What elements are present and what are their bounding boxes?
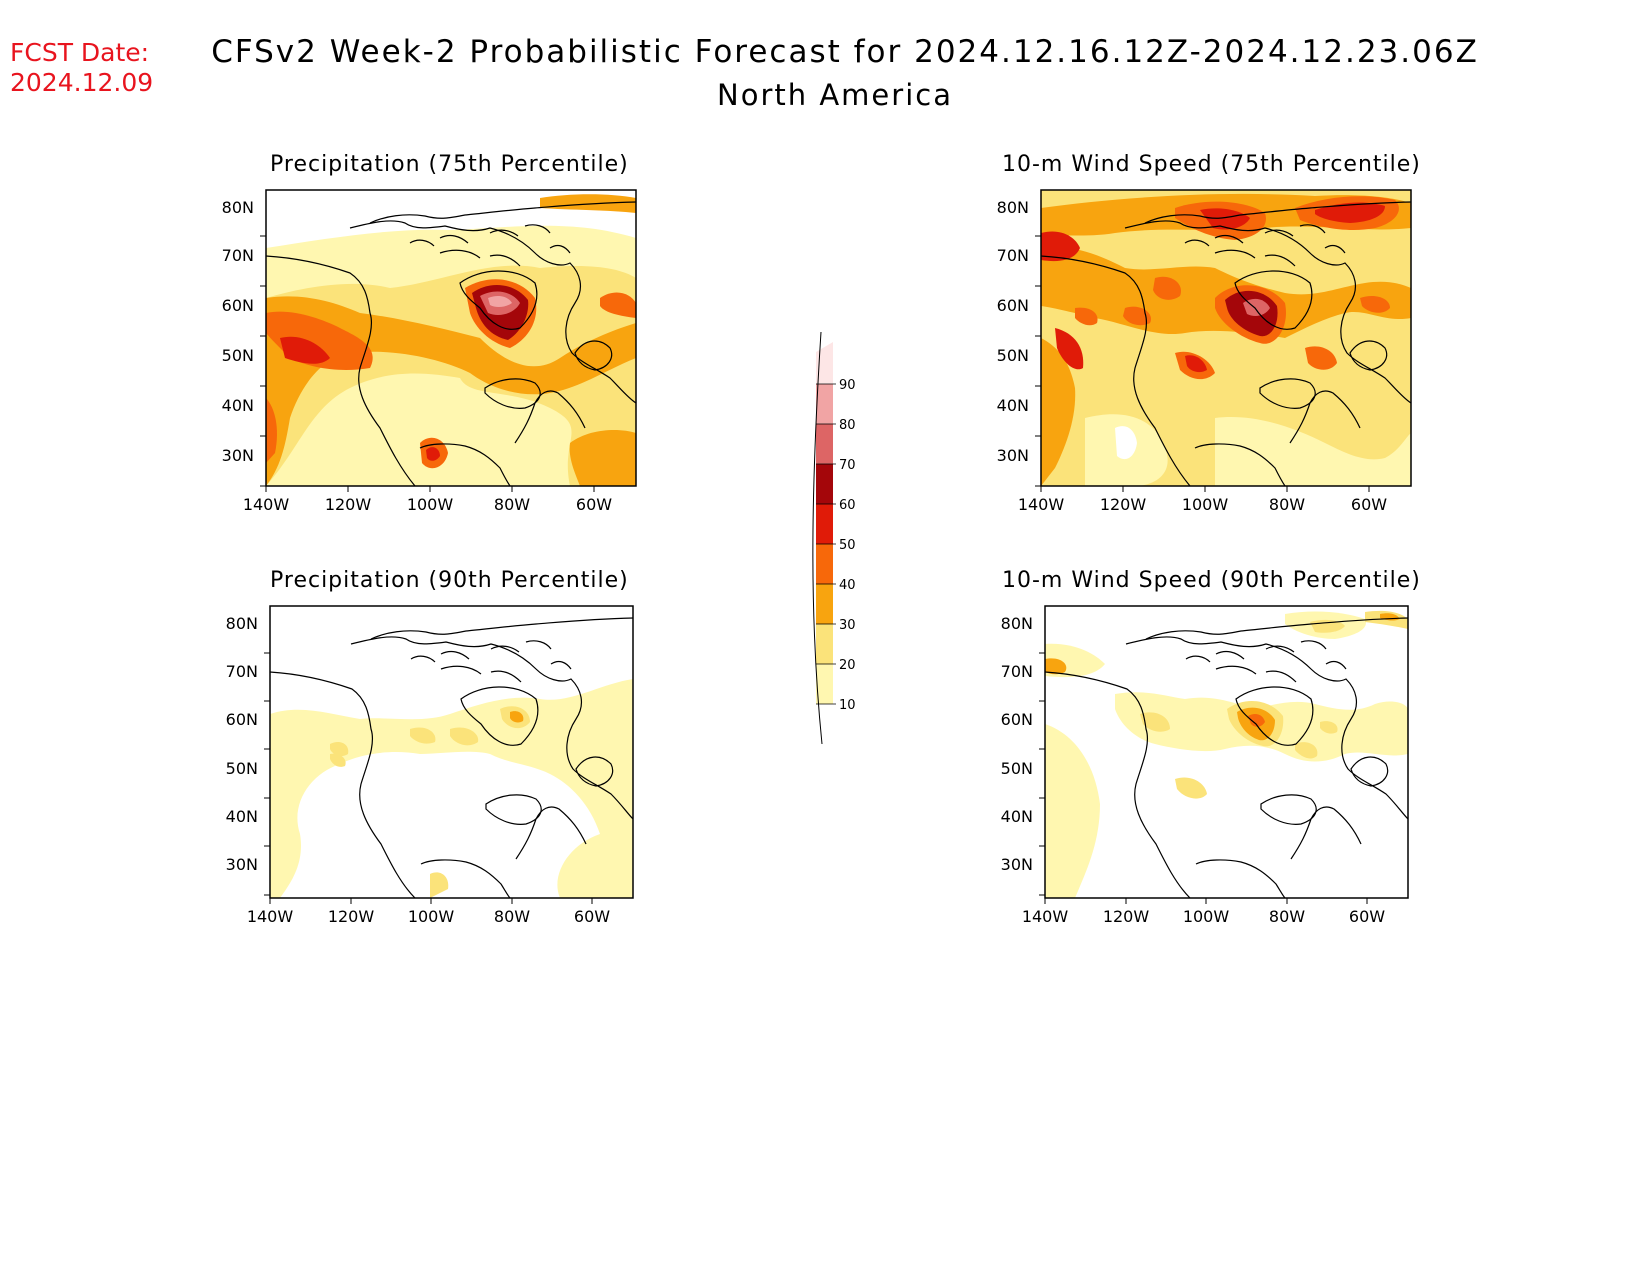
svg-text:80N: 80N — [997, 198, 1029, 217]
colorbar-label: 90 — [839, 378, 856, 393]
forecast-date-label: FCST Date: — [10, 38, 150, 67]
colorbar-box — [816, 504, 833, 544]
lon-labels-precip75: 140W 120W 100W 80W 60W — [243, 495, 612, 514]
svg-text:40N: 40N — [226, 807, 258, 826]
svg-text:140W: 140W — [243, 495, 290, 514]
colorbar-label: 80 — [839, 418, 856, 433]
map-panel-wind75: 30N 40N 50N 60N 70N 80N 140W 120W 100W 8… — [997, 189, 1412, 514]
ticks-precip75 — [260, 235, 595, 492]
colorbar-label: 70 — [839, 458, 856, 473]
colorbar-box — [816, 584, 833, 624]
ticks-wind75 — [1035, 235, 1370, 492]
svg-text:30N: 30N — [1001, 855, 1033, 874]
svg-text:120W: 120W — [1103, 907, 1150, 926]
colorbar-labels: 10 20 30 40 50 60 70 80 90 — [839, 378, 856, 713]
svg-text:50N: 50N — [222, 346, 254, 365]
svg-text:120W: 120W — [1100, 495, 1147, 514]
svg-text:80N: 80N — [226, 614, 258, 633]
svg-text:50N: 50N — [1001, 759, 1033, 778]
svg-text:40N: 40N — [1001, 807, 1033, 826]
lat-labels-precip90: 30N 40N 50N 60N 70N 80N — [226, 614, 258, 874]
colorbar-edge — [812, 331, 823, 745]
shading-precip75 — [266, 194, 636, 486]
colorbar-box — [816, 664, 833, 704]
svg-text:80W: 80W — [494, 495, 530, 514]
shading-wind75 — [1041, 193, 1411, 486]
colorbar-box — [816, 544, 833, 584]
panel-title-precip75: Precipitation (75th Percentile) — [270, 152, 629, 177]
svg-text:70N: 70N — [1001, 662, 1033, 681]
lon-labels-wind90: 140W 120W 100W 80W 60W — [1022, 907, 1385, 926]
forecast-date-block: FCST Date: 2024.12.09 — [10, 38, 153, 98]
svg-text:30N: 30N — [997, 446, 1029, 465]
lon-labels-wind75: 140W 120W 100W 80W 60W — [1018, 495, 1387, 514]
map-panel-wind90: 30N 40N 50N 60N 70N 80N 140W 120W 100W 8… — [1001, 605, 1409, 926]
lat-labels-precip75: 30N 40N 50N 60N 70N 80N — [222, 198, 254, 465]
svg-text:120W: 120W — [328, 907, 375, 926]
forecast-date-value: 2024.12.09 — [10, 68, 154, 97]
svg-text:140W: 140W — [1022, 907, 1069, 926]
svg-text:60W: 60W — [1351, 495, 1387, 514]
svg-text:80W: 80W — [494, 907, 530, 926]
colorbar-label: 30 — [839, 618, 856, 633]
coastlines-wind75 — [1041, 201, 1411, 486]
svg-text:70N: 70N — [226, 662, 258, 681]
svg-text:60N: 60N — [222, 296, 254, 315]
colorbar-box — [816, 624, 833, 664]
shading-precip90 — [270, 679, 633, 898]
svg-text:140W: 140W — [1018, 495, 1065, 514]
colorbar-label: 20 — [839, 658, 856, 673]
svg-text:60N: 60N — [997, 296, 1029, 315]
coastlines-wind90 — [1045, 617, 1408, 898]
panel-title-wind75: 10-m Wind Speed (75th Percentile) — [1002, 152, 1421, 177]
region-subtitle: North America — [717, 78, 953, 112]
coastlines-precip90 — [270, 617, 633, 898]
colorbar-label: 60 — [839, 498, 856, 513]
svg-text:100W: 100W — [1183, 907, 1230, 926]
svg-text:120W: 120W — [325, 495, 372, 514]
svg-text:100W: 100W — [1182, 495, 1229, 514]
svg-text:100W: 100W — [407, 495, 454, 514]
svg-text:60N: 60N — [1001, 710, 1033, 729]
panel-title-wind90: 10-m Wind Speed (90th Percentile) — [1002, 568, 1421, 593]
lon-labels-precip90: 140W 120W 100W 80W 60W — [247, 907, 610, 926]
colorbar-box — [816, 464, 833, 504]
colorbar-label: 40 — [839, 578, 856, 593]
map-panel-precip90: 30N 40N 50N 60N 70N 80N 140W 120W 100W 8… — [226, 605, 634, 926]
svg-text:80W: 80W — [1269, 907, 1305, 926]
colorbar: 10 20 30 40 50 60 70 80 90 — [812, 331, 856, 745]
svg-text:70N: 70N — [997, 246, 1029, 265]
panel-title-precip90: Precipitation (90th Percentile) — [270, 568, 629, 593]
svg-text:50N: 50N — [226, 759, 258, 778]
svg-text:140W: 140W — [247, 907, 294, 926]
svg-text:70N: 70N — [222, 246, 254, 265]
ticks-wind90 — [1039, 652, 1368, 904]
svg-text:80N: 80N — [222, 198, 254, 217]
svg-text:80N: 80N — [1001, 614, 1033, 633]
map-panel-precip75: 30N 40N 50N 60N 70N 80N 140W 120W 100W 8… — [222, 189, 637, 514]
svg-text:80W: 80W — [1269, 495, 1305, 514]
svg-text:30N: 30N — [226, 855, 258, 874]
svg-text:40N: 40N — [997, 396, 1029, 415]
colorbar-box — [816, 384, 833, 424]
colorbar-box — [816, 424, 833, 464]
colorbar-boxes — [812, 331, 836, 745]
coastlines-precip75 — [266, 201, 636, 486]
colorbar-box — [816, 342, 833, 384]
svg-text:40N: 40N — [222, 396, 254, 415]
lat-labels-wind75: 30N 40N 50N 60N 70N 80N — [997, 198, 1029, 465]
svg-text:60N: 60N — [226, 710, 258, 729]
colorbar-label: 10 — [839, 698, 856, 713]
svg-text:100W: 100W — [408, 907, 455, 926]
svg-text:60W: 60W — [574, 907, 610, 926]
colorbar-label: 50 — [839, 538, 856, 553]
lat-labels-wind90: 30N 40N 50N 60N 70N 80N — [1001, 614, 1033, 874]
svg-text:60W: 60W — [1349, 907, 1385, 926]
shading-wind90 — [1045, 610, 1408, 898]
svg-text:30N: 30N — [222, 446, 254, 465]
ticks-precip90 — [264, 652, 593, 904]
page-title: CFSv2 Week-2 Probabilistic Forecast for … — [211, 34, 1479, 70]
svg-text:60W: 60W — [576, 495, 612, 514]
svg-text:50N: 50N — [997, 346, 1029, 365]
